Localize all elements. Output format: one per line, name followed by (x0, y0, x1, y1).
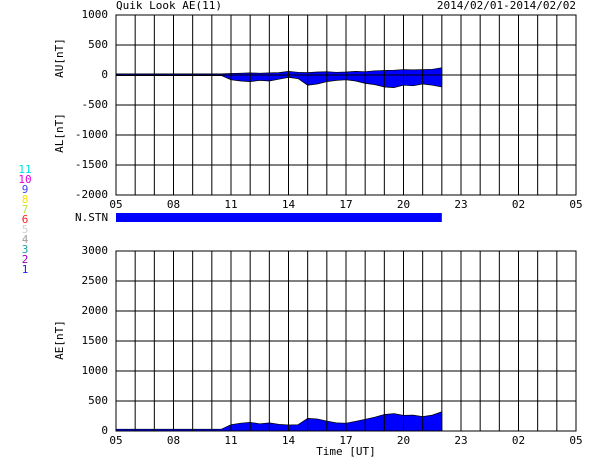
x-tick-label: 17 (339, 198, 352, 211)
x-tick-label: 05 (109, 198, 122, 211)
x-tick-label: 05 (569, 198, 582, 211)
date-range: 2014/02/01-2014/02/02 (437, 0, 576, 12)
station-bar (116, 213, 442, 222)
y-tick-label: 1000 (82, 8, 109, 21)
y-tick-label: 2500 (82, 274, 109, 287)
x-tick-label: 11 (224, 434, 237, 447)
y-tick-label: 0 (101, 424, 108, 437)
x-tick-label: 20 (397, 434, 410, 447)
plot-frame (115, 14, 577, 196)
station-number: 8 (22, 193, 29, 206)
station-number: 7 (22, 203, 29, 216)
station-number: 6 (22, 213, 29, 226)
data-area (115, 74, 443, 88)
chart-title: Quik Look AE(11) (116, 0, 222, 12)
x-axis-label: Time [UT] (316, 445, 376, 458)
x-tick-label: 11 (224, 198, 237, 211)
y-tick-label: 0 (101, 68, 108, 81)
station-number: 10 (18, 173, 31, 186)
x-tick-label: 23 (454, 198, 467, 211)
y-tick-label: 1500 (82, 334, 109, 347)
x-tick-label: 05 (109, 434, 122, 447)
y-axis-label: AL[nT] (53, 113, 66, 153)
x-tick-label: 02 (512, 198, 525, 211)
y-tick-label: -2000 (75, 188, 108, 201)
y-axis-label: AU[nT] (53, 38, 66, 78)
station-number: 11 (18, 163, 31, 176)
data-area (115, 67, 443, 76)
y-tick-label: -1000 (75, 128, 108, 141)
y-tick-label: 3000 (82, 244, 109, 257)
data-area (115, 411, 443, 432)
station-number: 2 (22, 253, 29, 266)
y-tick-label: -500 (82, 98, 109, 111)
station-number: 1 (22, 263, 29, 276)
plot-frame (115, 250, 577, 432)
x-tick-label: 08 (167, 434, 180, 447)
station-number: 5 (22, 223, 29, 236)
y-axis-label: AE[nT] (53, 320, 66, 360)
station-label: N.STN (75, 211, 108, 224)
y-tick-label: 500 (88, 394, 108, 407)
x-tick-label: 02 (512, 434, 525, 447)
y-tick-label: 2000 (82, 304, 109, 317)
y-tick-label: 500 (88, 38, 108, 51)
station-number: 9 (22, 183, 29, 196)
x-tick-label: 17 (339, 434, 352, 447)
y-tick-label: -1500 (75, 158, 108, 171)
y-tick-label: 1000 (82, 364, 109, 377)
x-tick-label: 23 (454, 434, 467, 447)
x-tick-label: 05 (569, 434, 582, 447)
station-number: 3 (22, 243, 29, 256)
x-tick-label: 08 (167, 198, 180, 211)
station-number: 4 (22, 233, 29, 246)
x-tick-label: 14 (282, 198, 296, 211)
x-tick-label: 14 (282, 434, 296, 447)
x-tick-label: 20 (397, 198, 410, 211)
